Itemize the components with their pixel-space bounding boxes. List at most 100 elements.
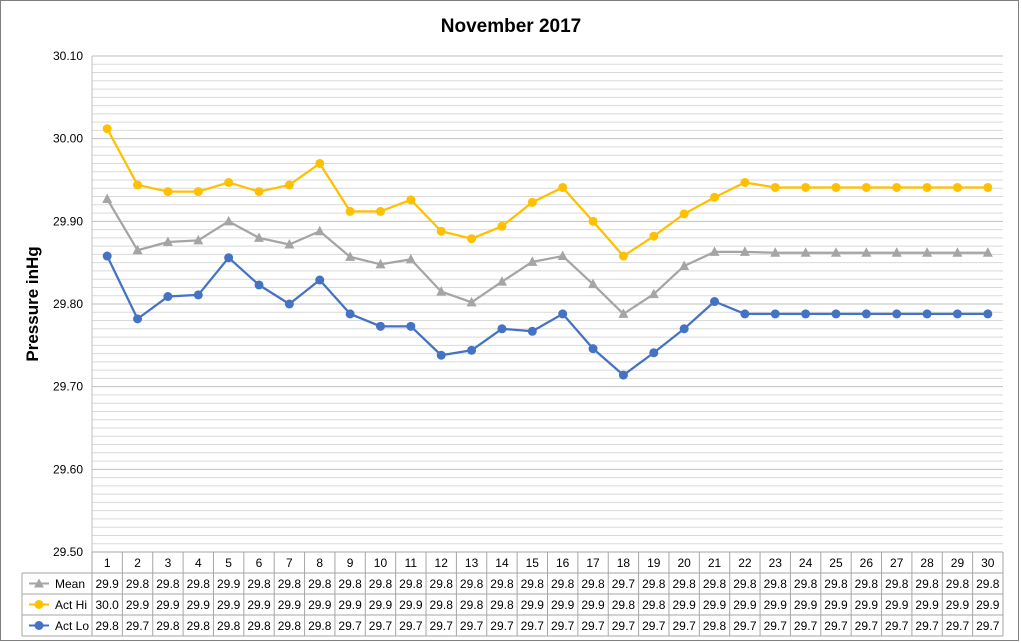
table-cell: 29.7 bbox=[946, 619, 970, 633]
table-cell: 29.9 bbox=[885, 598, 909, 612]
table-cell: 29.7 bbox=[764, 619, 788, 633]
table-cell: 29.8 bbox=[642, 577, 666, 591]
data-point bbox=[102, 124, 112, 134]
data-point bbox=[132, 244, 143, 255]
data-point bbox=[558, 309, 568, 319]
data-point bbox=[375, 258, 386, 269]
series-line bbox=[106, 255, 988, 377]
x-tick-label: 29 bbox=[951, 556, 965, 570]
table-cell: 29.8 bbox=[824, 577, 848, 591]
data-point bbox=[193, 290, 203, 300]
data-point bbox=[770, 247, 781, 257]
data-point bbox=[345, 251, 356, 261]
data-point bbox=[648, 288, 659, 299]
data-point bbox=[922, 182, 932, 192]
x-tick-label: 1 bbox=[104, 556, 111, 570]
table-cell: 29.8 bbox=[612, 598, 636, 612]
data-point bbox=[345, 309, 355, 319]
data-point bbox=[588, 216, 598, 226]
table-cell: 29.8 bbox=[915, 577, 939, 591]
x-tick-label: 11 bbox=[405, 556, 418, 570]
table-cell: 29.8 bbox=[278, 577, 302, 591]
table-cell: 29.9 bbox=[915, 598, 939, 612]
data-point bbox=[891, 247, 902, 257]
table-cell: 29.9 bbox=[976, 598, 1000, 612]
data-point bbox=[193, 187, 203, 197]
x-tick-label: 30 bbox=[981, 556, 995, 570]
series-mean bbox=[102, 193, 993, 318]
data-point bbox=[223, 215, 234, 226]
data-point bbox=[800, 247, 811, 257]
table-cell: 29.7 bbox=[733, 619, 757, 633]
x-tick-label: 4 bbox=[195, 556, 202, 570]
y-tick-label: 29.70 bbox=[53, 380, 83, 394]
x-tick-label: 7 bbox=[286, 556, 293, 570]
table-cell: 29.9 bbox=[247, 598, 271, 612]
table-cell: 29.7 bbox=[581, 619, 605, 633]
y-axis-label: Pressure inHg bbox=[23, 246, 42, 361]
table-cell: 29.9 bbox=[156, 598, 180, 612]
x-tick-label: 18 bbox=[617, 556, 631, 570]
data-point bbox=[284, 180, 294, 190]
table-cell: 29.7 bbox=[460, 619, 484, 633]
table-cell: 29.9 bbox=[217, 598, 241, 612]
data-point bbox=[679, 260, 690, 270]
table-cell: 29.8 bbox=[642, 598, 666, 612]
data-point bbox=[739, 246, 750, 256]
table-cell: 29.8 bbox=[217, 619, 241, 633]
table-cell: 29.9 bbox=[338, 598, 362, 612]
data-point bbox=[102, 251, 112, 261]
table-cell: 29.8 bbox=[855, 577, 879, 591]
table-cell: 29.8 bbox=[399, 577, 423, 591]
table-cell: 29.9 bbox=[764, 598, 788, 612]
data-point bbox=[315, 158, 325, 168]
table-cell: 29.7 bbox=[976, 619, 1000, 633]
y-tick-label: 30.00 bbox=[53, 132, 83, 146]
x-tick-label: 5 bbox=[225, 556, 232, 570]
data-point bbox=[254, 280, 264, 290]
data-point bbox=[952, 247, 963, 257]
data-point bbox=[527, 197, 537, 207]
y-tick-label: 29.80 bbox=[53, 297, 83, 311]
table-cell: 29.8 bbox=[247, 619, 271, 633]
y-tick-label: 29.90 bbox=[53, 214, 83, 228]
table-cell: 29.8 bbox=[247, 577, 271, 591]
table-cell: 29.8 bbox=[490, 598, 514, 612]
x-tick-label: 14 bbox=[495, 556, 509, 570]
table-cell: 29.8 bbox=[794, 577, 818, 591]
x-tick-label: 28 bbox=[920, 556, 934, 570]
x-tick-label: 16 bbox=[556, 556, 570, 570]
table-cell: 29.9 bbox=[946, 598, 970, 612]
data-point bbox=[892, 182, 902, 192]
data-point bbox=[467, 345, 477, 355]
data-point bbox=[466, 296, 477, 307]
table-cell: 29.8 bbox=[490, 577, 514, 591]
series-line bbox=[106, 198, 988, 316]
data-point bbox=[710, 297, 720, 307]
x-tick-label: 19 bbox=[647, 556, 661, 570]
table-cell: 29.7 bbox=[672, 619, 696, 633]
data-point bbox=[983, 309, 993, 319]
data-point bbox=[284, 299, 294, 309]
table-cell: 29.7 bbox=[399, 619, 423, 633]
table-cell: 29.8 bbox=[278, 619, 302, 633]
table-cell: 29.8 bbox=[460, 577, 484, 591]
data-point bbox=[922, 247, 933, 257]
data-point bbox=[679, 324, 689, 334]
x-tick-label: 23 bbox=[769, 556, 783, 570]
data-point bbox=[467, 234, 477, 244]
data-point bbox=[831, 182, 841, 192]
series-line bbox=[106, 128, 988, 258]
table-cell: 29.9 bbox=[96, 577, 120, 591]
data-point bbox=[557, 250, 568, 261]
data-point bbox=[982, 247, 993, 257]
data-point bbox=[861, 309, 871, 319]
table-cell: 29.8 bbox=[581, 577, 605, 591]
legend-marker bbox=[34, 600, 44, 609]
table-cell: 29.9 bbox=[278, 598, 302, 612]
table-cell: 29.8 bbox=[187, 619, 211, 633]
data-point bbox=[345, 206, 355, 216]
series-lines bbox=[102, 124, 993, 380]
data-point bbox=[983, 182, 993, 192]
table-cell: 29.8 bbox=[672, 577, 696, 591]
